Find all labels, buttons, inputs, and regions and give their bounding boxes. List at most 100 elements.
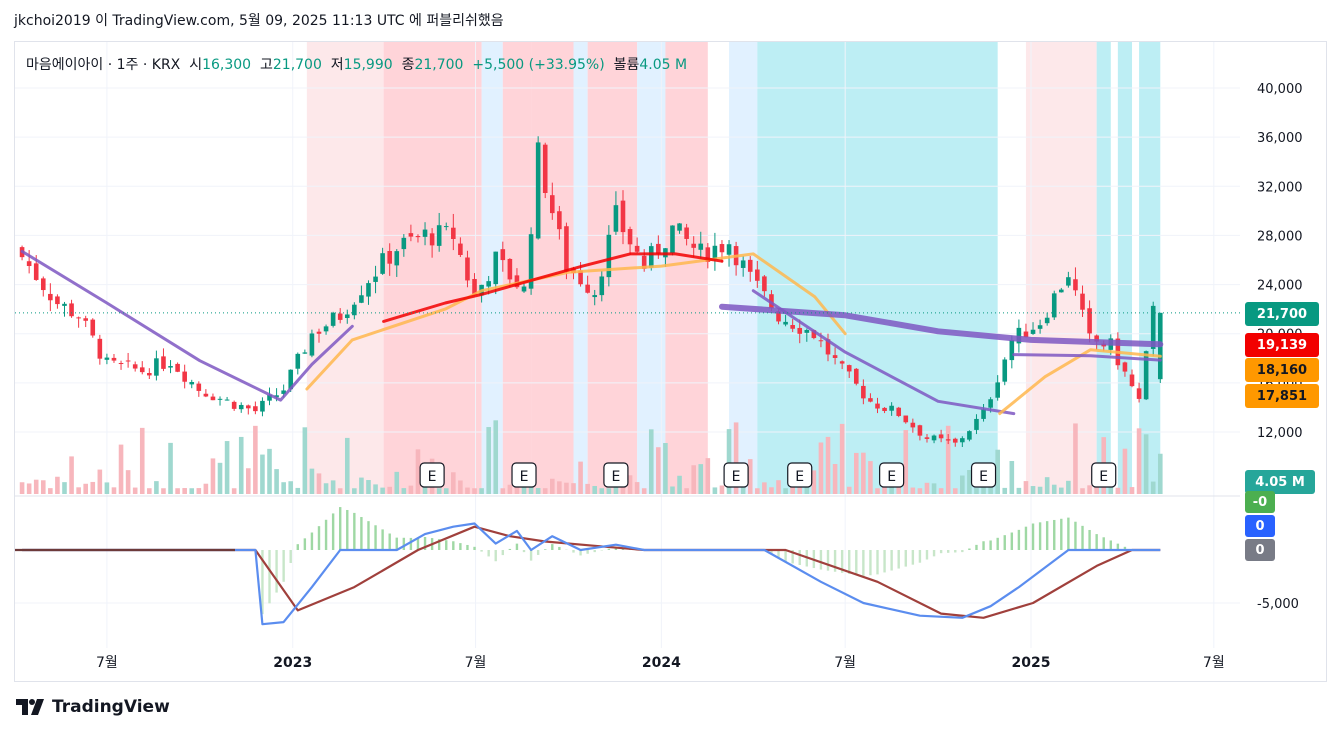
candle-body xyxy=(931,435,937,441)
price-axis-label: 24,000 xyxy=(1257,279,1303,294)
macd-histogram-bar xyxy=(1045,521,1049,550)
price-axis-label: 40,000 xyxy=(1257,82,1303,97)
candle-body xyxy=(740,260,746,268)
earnings-marker: E xyxy=(1091,462,1117,488)
volume-bar xyxy=(1143,434,1149,494)
macd-histogram-bar xyxy=(346,509,349,550)
macd-histogram-bar xyxy=(968,548,971,550)
volume-bar xyxy=(1051,484,1057,494)
close-label: 종 xyxy=(401,57,415,73)
candle-body xyxy=(889,405,894,411)
candle-body xyxy=(458,243,463,255)
candle-body xyxy=(839,361,845,364)
volume-bar xyxy=(500,488,506,494)
macd-histogram-bar xyxy=(961,550,964,553)
volume-bar xyxy=(344,437,350,494)
signal-band xyxy=(481,42,503,494)
candle-body xyxy=(104,357,110,360)
volume-bar xyxy=(48,488,53,494)
candle-body xyxy=(302,352,308,354)
earnings-marker-label: E xyxy=(732,469,741,485)
volume-bar xyxy=(889,485,894,494)
signal-band xyxy=(1025,42,1097,494)
volume-bar xyxy=(861,452,866,494)
macd-histogram-bar xyxy=(1074,521,1077,550)
moving-average-line xyxy=(305,252,847,391)
candle-body xyxy=(1023,331,1029,338)
macd-histogram-bar xyxy=(388,533,391,550)
volume-bar xyxy=(1016,487,1022,494)
signal-band xyxy=(1096,42,1111,494)
candle-body xyxy=(366,283,371,297)
volume-bar xyxy=(1066,480,1071,494)
candle-body xyxy=(486,281,491,287)
volume-bar xyxy=(507,484,513,494)
volume-bar xyxy=(1108,487,1114,494)
macd-histogram-bar xyxy=(904,550,907,567)
volume-bar xyxy=(168,442,173,494)
volume-bar xyxy=(818,442,824,494)
macd-histogram-bar xyxy=(331,513,335,550)
candle-body xyxy=(465,257,470,281)
candle-body xyxy=(373,276,378,282)
macd-histogram-bar xyxy=(466,544,469,550)
volume-bar xyxy=(896,483,902,494)
symbol-legend: 마음에이아이 · 1주 · KRX 시16,300 고21,700 저15,99… xyxy=(26,54,687,74)
volume-bar xyxy=(726,429,732,494)
macd-histogram-bar xyxy=(855,550,858,576)
time-axis-label: 2023 xyxy=(273,655,312,671)
macd-histogram-bar xyxy=(946,550,950,553)
candle-body xyxy=(33,263,39,280)
volume-bar xyxy=(627,475,633,494)
volume-bar xyxy=(118,444,124,494)
earnings-marker-box xyxy=(603,462,629,488)
price-axis-label: 12,000 xyxy=(1257,426,1303,441)
volume-bar xyxy=(443,488,449,494)
volume-bar xyxy=(924,482,930,494)
candle-body xyxy=(712,245,718,260)
macd-hist-tag: -0 xyxy=(1245,491,1275,513)
volume-bar xyxy=(599,488,605,494)
candle-body xyxy=(97,338,103,359)
volume-bar xyxy=(606,488,612,494)
ma2-price-tag: 18,160 xyxy=(1245,358,1319,382)
moving-average-line xyxy=(382,252,724,323)
candle-body xyxy=(337,313,343,320)
volume-bar xyxy=(1023,481,1029,494)
candle-body xyxy=(656,243,661,254)
macd-histogram-bar xyxy=(494,550,497,562)
candle-body xyxy=(578,270,583,285)
macd-histogram-bar xyxy=(925,550,929,560)
candle-body xyxy=(217,398,223,400)
tradingview-logo[interactable]: TradingView xyxy=(16,697,170,717)
macd-histogram-bar xyxy=(1024,526,1028,550)
candle-body xyxy=(875,403,880,409)
volume-bar xyxy=(620,483,626,494)
volume-bar xyxy=(161,488,166,494)
macd-histogram-bar xyxy=(1010,532,1014,550)
macd-histogram-bar xyxy=(1031,523,1035,550)
volume-bar xyxy=(132,487,138,494)
volume-bar xyxy=(147,488,152,494)
candle-body xyxy=(853,368,859,384)
volume-bar xyxy=(111,487,117,494)
candle-body xyxy=(1051,293,1057,318)
volume-bar xyxy=(578,461,583,494)
candle-body xyxy=(168,366,173,368)
volume-bar xyxy=(952,488,958,494)
volume-bar xyxy=(309,468,315,494)
volume-bar xyxy=(832,463,838,494)
earnings-marker-box xyxy=(1091,462,1117,488)
macd-histogram-bar xyxy=(536,550,540,555)
candle-body xyxy=(988,399,993,408)
volume-bar xyxy=(557,481,562,494)
symbol-name[interactable]: 마음에이아이 · 1주 · KRX xyxy=(26,57,181,73)
candle-body xyxy=(1087,308,1092,334)
candle-body xyxy=(132,364,138,369)
macd-histogram-bar xyxy=(360,517,363,550)
earnings-marker: E xyxy=(879,462,905,488)
volume-bar xyxy=(535,488,541,494)
candle-body xyxy=(557,211,562,230)
macd-histogram-bar xyxy=(791,550,794,564)
